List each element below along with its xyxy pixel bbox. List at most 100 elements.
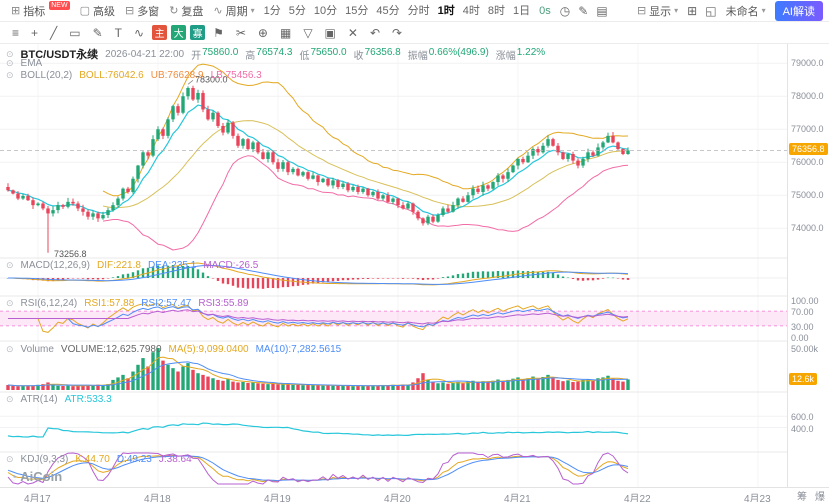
timeframe-45分[interactable]: 45分 <box>376 4 400 17</box>
template-chip-主[interactable]: 主 <box>152 25 168 40</box>
date-label-4月21: 4月21 <box>504 494 531 502</box>
timeframe-4时[interactable]: 4时 <box>462 4 480 17</box>
ai-analysis-button[interactable]: AI解读 <box>774 0 823 21</box>
volume-value: VOLUME:12,625.7980 <box>60 344 162 355</box>
display-menu[interactable]: ⊟ 显示 ▾ <box>632 1 683 21</box>
chart-style-icon[interactable]: ▤ <box>596 3 608 18</box>
timeframe-8时[interactable]: 8时 <box>487 4 506 17</box>
text-icon[interactable]: T <box>114 25 123 40</box>
clock-icon[interactable]: ◷ <box>559 3 571 18</box>
date-label-4月22: 4月22 <box>624 494 651 502</box>
camera-icon[interactable]: ▣ <box>324 25 336 40</box>
volume-legend: ⊙ Volume VOLUME:12,625.7980 MA(5):9,099.… <box>6 344 341 355</box>
current-price-badge: 76356.8 <box>789 143 828 156</box>
aicoin-logo-icon: ◔ <box>10 469 18 484</box>
menu-item-复盘[interactable]: ↻ 复盘 <box>164 1 208 21</box>
change-value: 1.22% <box>516 46 546 58</box>
atr-eye-icon[interactable]: ⊙ <box>6 394 14 404</box>
menu-item-label: 多窗 <box>137 5 160 18</box>
menu-item-多窗[interactable]: ⊟ 多窗 <box>120 1 164 21</box>
trendline-icon[interactable]: ╱ <box>50 25 58 40</box>
template-chip-寡[interactable]: 寡 <box>190 25 206 40</box>
volume-ma10-value: MA(10):7,282.5615 <box>255 344 342 355</box>
layout-name-menu[interactable]: 未命名 ▾ <box>721 1 771 21</box>
price-axis-label: 75000.0 <box>791 190 824 201</box>
rsi-eye-icon[interactable]: ⊙ <box>6 298 14 308</box>
atr-legend: ⊙ ATR(14) ATR:533.3 <box>6 394 112 405</box>
kdj-d-value: D:49.23 <box>116 454 152 465</box>
aicoin-watermark: ◔ AiCoin <box>10 469 62 484</box>
menu-item-指标[interactable]: ⊞ 指标 NEW <box>6 1 75 21</box>
high-value: 76574.3 <box>256 46 293 58</box>
top-toolbar-menu: ⊞ 指标 NEW ▢ 高级 ⊟ 多窗 ↻ 复盘 ∿ 周期 ▾ <box>6 1 260 21</box>
corner-tool-爆[interactable]: 爆 <box>815 492 825 502</box>
peak-price-annotation: 78300.0 <box>195 74 228 84</box>
menu-icon[interactable]: ≡ <box>12 25 20 40</box>
menu-item-label: 高级 <box>92 5 115 18</box>
scissors-icon[interactable]: ✂ <box>235 25 246 40</box>
amplitude-field: 振幅 0.66%(496.9) <box>408 47 489 62</box>
menu-item-label: 周期 <box>225 5 248 18</box>
rect-icon[interactable]: ▭ <box>69 25 81 40</box>
replay-icon: ↻ <box>169 5 179 17</box>
corner-tool-筹[interactable]: 筹 <box>797 492 807 502</box>
price-axis[interactable]: 79000.0 78000.0 77000.0 76000.0 75000.0 74000… <box>787 44 829 487</box>
wave-icon[interactable]: ∿ <box>134 25 145 40</box>
macd-eye-icon[interactable]: ⊙ <box>6 260 14 270</box>
timeframe-15分[interactable]: 15分 <box>345 4 369 17</box>
timeframe-1分[interactable]: 1分 <box>263 4 281 17</box>
time-axis[interactable]: 4月17 4月18 4月19 4月20 4月21 4月22 4月23 <box>0 487 829 502</box>
rsi-axis-label: 70.00 <box>791 307 814 318</box>
boll-eye-icon[interactable]: ⊙ <box>6 70 14 80</box>
crosshair-icon[interactable]: + <box>31 25 39 40</box>
indicator-grid-icon: ⊞ <box>11 5 21 17</box>
menu-item-周期[interactable]: ∿ 周期 ▾ <box>208 1 259 21</box>
template-chip-大[interactable]: 大 <box>171 25 187 40</box>
undo-icon[interactable]: ↶ <box>369 25 381 40</box>
kdj-eye-icon[interactable]: ⊙ <box>6 454 14 464</box>
volume-eye-icon[interactable]: ⊙ <box>6 344 14 354</box>
timeframe-分时[interactable]: 分时 <box>407 4 430 17</box>
timeframe-10分[interactable]: 10分 <box>313 4 338 17</box>
atr-axis-label: 400.0 <box>791 423 814 434</box>
boll-upper-value: UB:76628.9 <box>150 70 204 81</box>
ema-eye-icon[interactable]: ⊙ <box>6 58 14 68</box>
filter-icon[interactable]: ▽ <box>303 25 313 40</box>
menu-item-高级[interactable]: ▢ 高级 <box>75 1 120 21</box>
candlestick-chart[interactable]: 78300.0 73256.8 <box>0 44 787 487</box>
date-label-4月23: 4月23 <box>744 494 771 502</box>
compare-icon[interactable]: ⊕ <box>257 25 268 40</box>
multi-window-icon: ⊟ <box>124 5 135 17</box>
symbol-eye-icon[interactable]: ⊙ <box>6 48 14 59</box>
alert-icon[interactable]: ⚑ <box>213 25 224 40</box>
open-label: 开 <box>191 50 202 62</box>
edit-kline-icon[interactable]: ✎ <box>578 3 589 18</box>
date-label-4月20: 4月20 <box>384 494 411 502</box>
volume-axis-label: 50.00k <box>791 344 819 354</box>
open-field: 开 75860.0 <box>191 47 238 62</box>
date-label-4月19: 4月19 <box>264 494 291 502</box>
menu-item-label: 复盘 <box>181 5 204 18</box>
grid-icon[interactable]: ▦ <box>279 25 292 40</box>
timeframe-1时[interactable]: 1时 <box>437 4 455 17</box>
atr-name: ATR(14) <box>20 394 58 405</box>
layout-name-label: 未命名 <box>725 5 759 18</box>
macd-dif-value: DIF:221.8 <box>97 260 141 271</box>
grid-layout-icon[interactable]: ⊞ <box>687 3 698 18</box>
rsi-axis-label: 0.00 <box>791 333 809 343</box>
price-axis-label: 77000.0 <box>791 124 824 135</box>
trash-icon[interactable]: ✕ <box>347 25 358 40</box>
ema-label: EMA <box>20 58 43 69</box>
redo-icon[interactable]: ↷ <box>392 25 403 40</box>
change-field: 涨幅 1.22% <box>496 47 545 62</box>
advanced-icon: ▢ <box>79 5 90 17</box>
macd-dea-value: DEA:235.1 <box>147 260 197 271</box>
pencil-icon[interactable]: ✎ <box>92 25 103 40</box>
chevron-down-icon: ▾ <box>250 6 255 15</box>
open-value: 75860.0 <box>202 46 239 58</box>
timeframe-5分[interactable]: 5分 <box>288 4 306 17</box>
macd-name: MACD(12,26,9) <box>20 260 91 271</box>
timeframe-1日[interactable]: 1日 <box>513 4 531 17</box>
ohlc-legend: ⊙ BTC/USDT永续 2026-04-21 22:00 开 75860.0 高… <box>6 46 545 62</box>
fullscreen-icon[interactable]: ◱ <box>705 3 717 18</box>
